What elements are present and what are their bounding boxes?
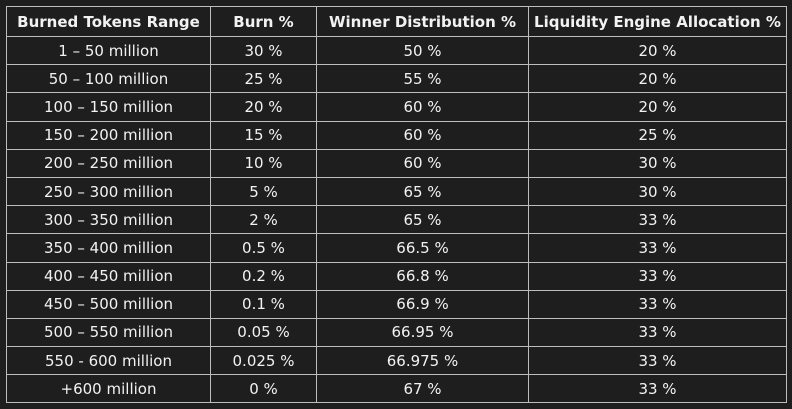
cell-liquidity-allocation: 20 % <box>528 35 787 66</box>
cell-range: 550 - 600 million <box>6 346 211 376</box>
cell-burn-percent: 0.025 % <box>210 346 317 376</box>
cell-liquidity-allocation: 33 % <box>528 261 787 291</box>
table-body: 1 – 50 million 30 % 50 % 20 % 50 – 100 milli… <box>6 35 787 404</box>
cell-winner-distribution: 60 % <box>316 148 529 178</box>
cell-liquidity-allocation: 20 % <box>528 92 787 122</box>
cell-winner-distribution: 50 % <box>316 35 529 66</box>
cell-winner-distribution: 66.9 % <box>316 289 529 319</box>
burn-allocation-table-container: Burned Tokens Range Burn % Winner Distri… <box>6 6 787 404</box>
cell-winner-distribution: 66.95 % <box>316 317 529 348</box>
cell-winner-distribution: 67 % <box>316 374 529 404</box>
cell-liquidity-allocation: 33 % <box>528 205 787 235</box>
table-row: +600 million 0 % 67 % 33 % <box>6 374 787 404</box>
cell-range: 150 – 200 million <box>6 120 211 150</box>
header-liquidity-engine-allocation: Liquidity Engine Allocation % <box>528 6 787 37</box>
cell-winner-distribution: 65 % <box>316 205 529 235</box>
cell-range: 500 – 550 million <box>6 317 211 348</box>
cell-range: 200 – 250 million <box>6 148 211 178</box>
cell-liquidity-allocation: 33 % <box>528 346 787 376</box>
cell-range: 250 – 300 million <box>6 176 211 207</box>
table-row: 500 – 550 million 0.05 % 66.95 % 33 % <box>6 317 787 348</box>
table-row: 350 – 400 million 0.5 % 66.5 % 33 % <box>6 233 787 263</box>
cell-range: 1 – 50 million <box>6 35 211 66</box>
cell-burn-percent: 0.2 % <box>210 261 317 291</box>
burn-allocation-table: Burned Tokens Range Burn % Winner Distri… <box>6 6 787 404</box>
table-row: 550 - 600 million 0.025 % 66.975 % 33 % <box>6 346 787 376</box>
cell-burn-percent: 25 % <box>210 64 317 94</box>
cell-range: 300 – 350 million <box>6 205 211 235</box>
cell-liquidity-allocation: 33 % <box>528 289 787 319</box>
cell-burn-percent: 0.1 % <box>210 289 317 319</box>
table-header: Burned Tokens Range Burn % Winner Distri… <box>6 6 787 37</box>
cell-liquidity-allocation: 33 % <box>528 233 787 263</box>
cell-range: 350 – 400 million <box>6 233 211 263</box>
cell-burn-percent: 5 % <box>210 176 317 207</box>
table-row: 150 – 200 million 15 % 60 % 25 % <box>6 120 787 150</box>
cell-burn-percent: 2 % <box>210 205 317 235</box>
cell-winner-distribution: 60 % <box>316 92 529 122</box>
cell-liquidity-allocation: 30 % <box>528 176 787 207</box>
table-row: 50 – 100 million 25 % 55 % 20 % <box>6 64 787 94</box>
cell-liquidity-allocation: 33 % <box>528 317 787 348</box>
cell-liquidity-allocation: 33 % <box>528 374 787 404</box>
cell-liquidity-allocation: 30 % <box>528 148 787 178</box>
cell-burn-percent: 30 % <box>210 35 317 66</box>
cell-winner-distribution: 55 % <box>316 64 529 94</box>
table-row: 450 – 500 million 0.1 % 66.9 % 33 % <box>6 289 787 319</box>
cell-burn-percent: 0.5 % <box>210 233 317 263</box>
header-burn-percent: Burn % <box>210 6 317 37</box>
cell-winner-distribution: 65 % <box>316 176 529 207</box>
table-row: 1 – 50 million 30 % 50 % 20 % <box>6 35 787 66</box>
cell-burn-percent: 0.05 % <box>210 317 317 348</box>
table-row: 300 – 350 million 2 % 65 % 33 % <box>6 205 787 235</box>
cell-range: 50 – 100 million <box>6 64 211 94</box>
cell-winner-distribution: 60 % <box>316 120 529 150</box>
table-row: 250 – 300 million 5 % 65 % 30 % <box>6 176 787 207</box>
table-row: 200 – 250 million 10 % 60 % 30 % <box>6 148 787 178</box>
cell-liquidity-allocation: 20 % <box>528 64 787 94</box>
cell-burn-percent: 15 % <box>210 120 317 150</box>
header-winner-distribution: Winner Distribution % <box>316 6 529 37</box>
cell-burn-percent: 0 % <box>210 374 317 404</box>
cell-liquidity-allocation: 25 % <box>528 120 787 150</box>
cell-range: 100 – 150 million <box>6 92 211 122</box>
table-row: 400 – 450 million 0.2 % 66.8 % 33 % <box>6 261 787 291</box>
cell-range: 450 – 500 million <box>6 289 211 319</box>
cell-winner-distribution: 66.8 % <box>316 261 529 291</box>
cell-winner-distribution: 66.975 % <box>316 346 529 376</box>
header-row: Burned Tokens Range Burn % Winner Distri… <box>6 6 787 37</box>
cell-burn-percent: 20 % <box>210 92 317 122</box>
header-burned-tokens-range: Burned Tokens Range <box>6 6 211 37</box>
cell-range: 400 – 450 million <box>6 261 211 291</box>
cell-burn-percent: 10 % <box>210 148 317 178</box>
table-row: 100 – 150 million 20 % 60 % 20 % <box>6 92 787 122</box>
cell-winner-distribution: 66.5 % <box>316 233 529 263</box>
cell-range: +600 million <box>6 374 211 404</box>
